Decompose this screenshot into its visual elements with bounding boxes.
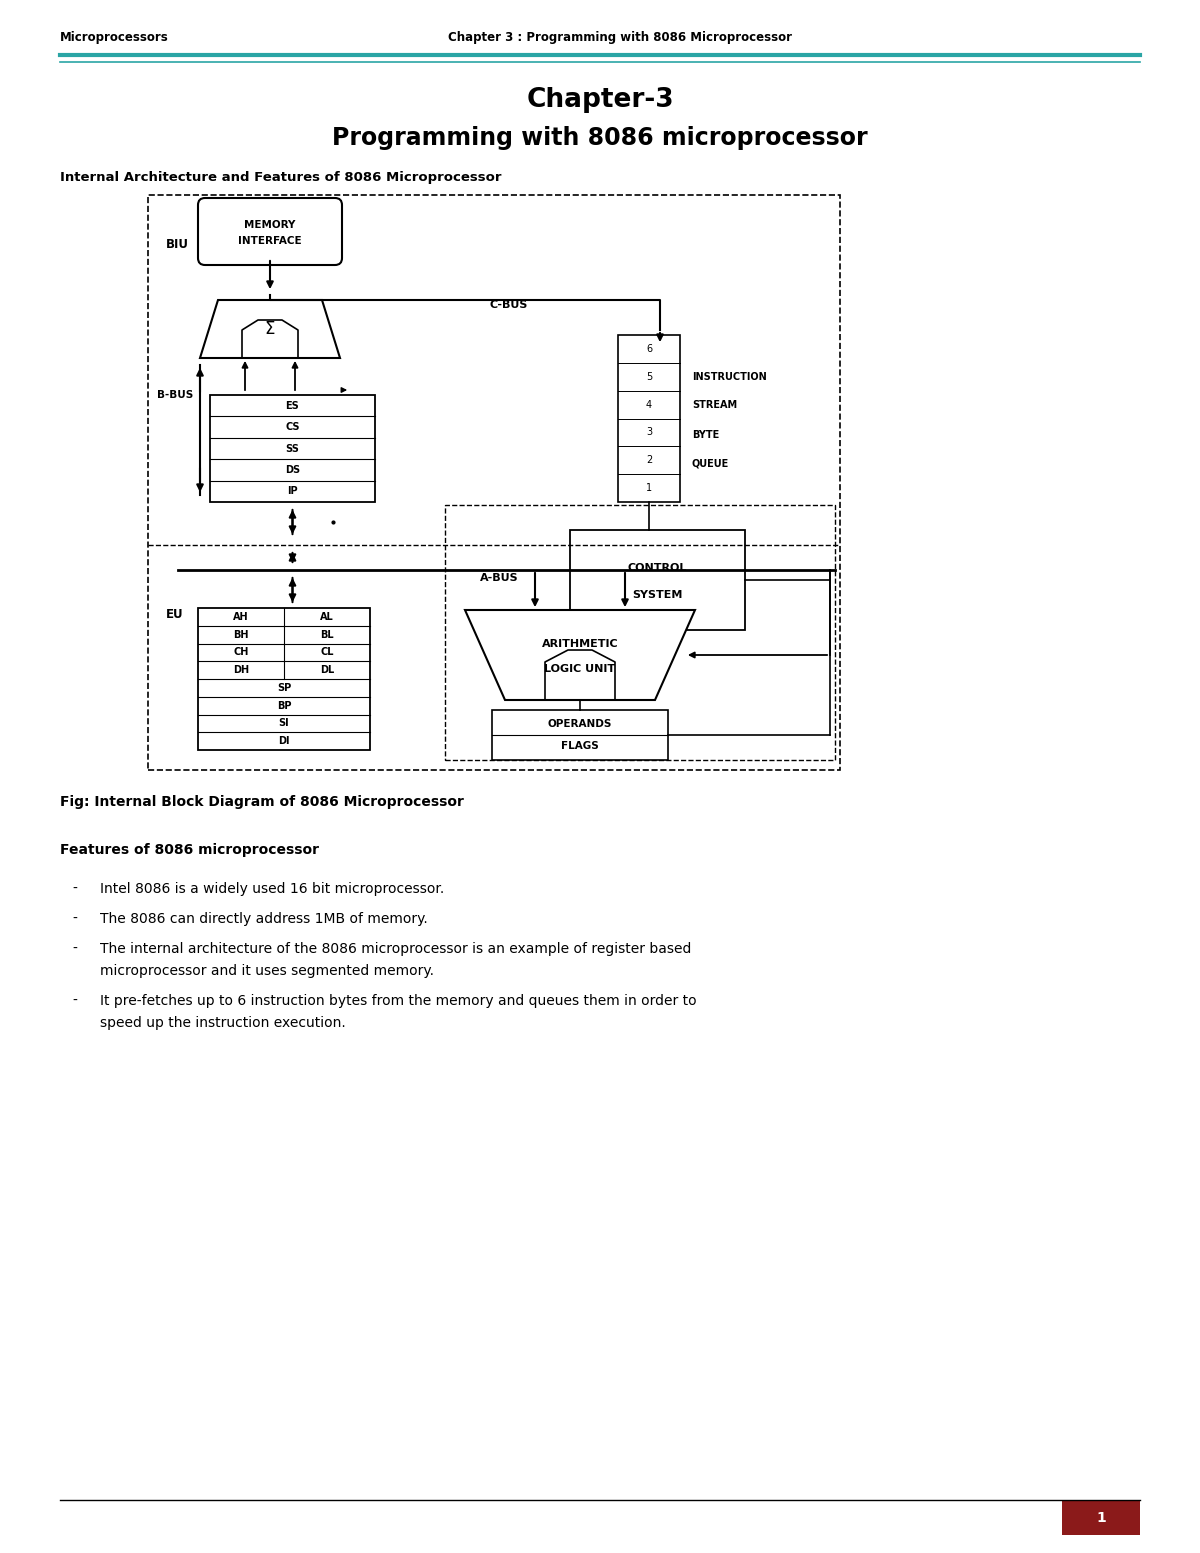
Text: BH: BH <box>233 629 248 640</box>
Text: 3: 3 <box>646 427 652 438</box>
Text: DI: DI <box>278 736 289 745</box>
Text: FLAGS: FLAGS <box>562 741 599 752</box>
Text: INTERFACE: INTERFACE <box>238 236 302 245</box>
Text: 4: 4 <box>646 399 652 410</box>
Text: INSTRUCTION: INSTRUCTION <box>692 371 767 382</box>
Text: Programming with 8086 microprocessor: Programming with 8086 microprocessor <box>332 126 868 151</box>
Text: CL: CL <box>320 648 334 657</box>
Text: SP: SP <box>277 683 292 693</box>
Text: AH: AH <box>233 612 248 621</box>
Text: CONTROL: CONTROL <box>628 564 688 573</box>
Polygon shape <box>466 610 695 700</box>
Text: SYSTEM: SYSTEM <box>632 590 683 599</box>
Text: 5: 5 <box>646 371 652 382</box>
Text: A-BUS: A-BUS <box>480 573 518 582</box>
Text: microprocessor and it uses segmented memory.: microprocessor and it uses segmented mem… <box>100 964 434 978</box>
Text: -: - <box>72 994 77 1008</box>
Text: B-BUS: B-BUS <box>157 390 193 401</box>
Text: EU: EU <box>166 609 184 621</box>
Bar <box>198 609 370 750</box>
Text: 6: 6 <box>646 343 652 354</box>
Text: -: - <box>72 943 77 957</box>
Bar <box>492 710 668 759</box>
Text: The 8086 can directly address 1MB of memory.: The 8086 can directly address 1MB of mem… <box>100 912 427 926</box>
Text: AL: AL <box>320 612 334 621</box>
Polygon shape <box>200 300 340 359</box>
Bar <box>618 335 680 502</box>
Text: Internal Architecture and Features of 8086 Microprocessor: Internal Architecture and Features of 80… <box>60 171 502 185</box>
Text: QUEUE: QUEUE <box>692 458 730 469</box>
Text: MEMORY: MEMORY <box>245 221 295 230</box>
Text: DS: DS <box>284 464 300 475</box>
Text: BIU: BIU <box>166 239 190 252</box>
Text: BP: BP <box>277 700 292 711</box>
Text: Σ: Σ <box>265 320 275 339</box>
Text: IP: IP <box>287 486 298 497</box>
Text: ARITHMETIC: ARITHMETIC <box>541 640 618 649</box>
Text: speed up the instruction execution.: speed up the instruction execution. <box>100 1016 346 1030</box>
Text: BYTE: BYTE <box>692 430 719 439</box>
Text: OPERANDS: OPERANDS <box>548 719 612 728</box>
Text: CS: CS <box>286 422 300 432</box>
Text: CH: CH <box>233 648 248 657</box>
Text: SS: SS <box>286 444 300 453</box>
Bar <box>1062 1500 1140 1534</box>
Bar <box>148 196 840 770</box>
Text: Microprocessors: Microprocessors <box>60 31 169 45</box>
Text: 2: 2 <box>646 455 652 466</box>
Text: STREAM: STREAM <box>692 401 737 410</box>
Text: Intel 8086 is a widely used 16 bit microprocessor.: Intel 8086 is a widely used 16 bit micro… <box>100 882 444 896</box>
Text: The internal architecture of the 8086 microprocessor is an example of register b: The internal architecture of the 8086 mi… <box>100 943 691 957</box>
Text: BL: BL <box>320 629 334 640</box>
Text: DL: DL <box>320 665 334 676</box>
Text: Fig: Internal Block Diagram of 8086 Microprocessor: Fig: Internal Block Diagram of 8086 Micr… <box>60 795 464 809</box>
Text: C-BUS: C-BUS <box>490 300 528 311</box>
Text: -: - <box>72 912 77 926</box>
Text: 1: 1 <box>646 483 652 494</box>
Text: 1: 1 <box>1096 1511 1106 1525</box>
FancyBboxPatch shape <box>198 197 342 266</box>
Text: Chapter-3: Chapter-3 <box>526 87 674 113</box>
Text: DH: DH <box>233 665 250 676</box>
Text: Features of 8086 microprocessor: Features of 8086 microprocessor <box>60 843 319 857</box>
Text: Chapter 3 : Programming with 8086 Microprocessor: Chapter 3 : Programming with 8086 Microp… <box>448 31 792 45</box>
Text: LOGIC UNIT: LOGIC UNIT <box>545 663 616 674</box>
Bar <box>210 394 374 502</box>
Text: It pre-fetches up to 6 instruction bytes from the memory and queues them in orde: It pre-fetches up to 6 instruction bytes… <box>100 994 697 1008</box>
Text: SI: SI <box>278 719 289 728</box>
Bar <box>570 530 745 631</box>
Bar <box>445 505 835 759</box>
Text: -: - <box>72 882 77 896</box>
Text: ES: ES <box>286 401 299 410</box>
